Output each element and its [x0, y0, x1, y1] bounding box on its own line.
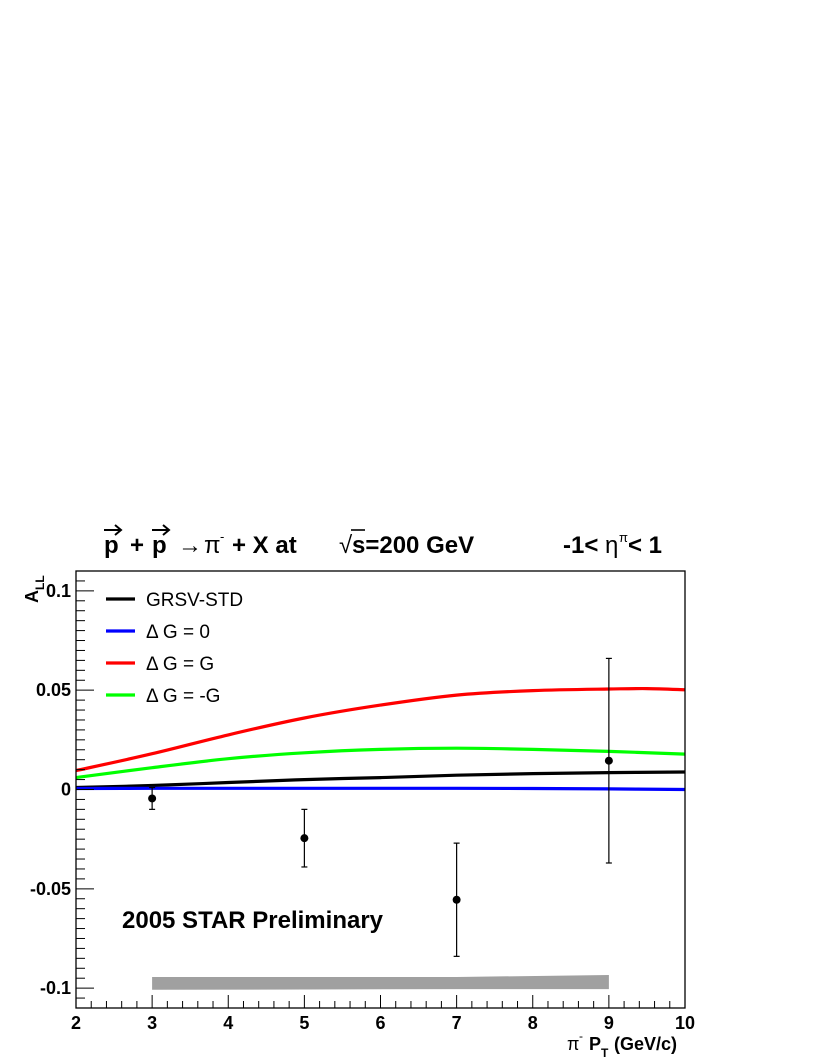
data-point-0: [148, 794, 157, 803]
data-points-layer: [148, 657, 613, 957]
x-tick-label: 9: [604, 1013, 614, 1033]
x-tick-label: 3: [147, 1013, 157, 1033]
data-point-1: [300, 834, 309, 843]
y-axis-label: A LL: [22, 575, 47, 603]
x-label-sup: -: [579, 1029, 583, 1043]
x-tick-label: 5: [299, 1013, 309, 1033]
title-minus: -: [220, 529, 224, 544]
series-line-0: [75, 770, 686, 790]
y-tick-label: 0.05: [36, 680, 71, 700]
y-label-main: A: [22, 590, 42, 603]
chart-title: p + p → π - + X at √ s=200 GeV: [104, 524, 474, 559]
x-tick-label: 6: [375, 1013, 385, 1033]
title-sqrt: √: [339, 532, 353, 559]
systematic-uncertainty-band: [152, 975, 609, 990]
x-tick-label: 2: [71, 1013, 81, 1033]
systematic-band-layer: [152, 975, 609, 990]
eta-prefix: -1<: [563, 532, 598, 559]
title-p2: p: [152, 532, 167, 559]
x-axis-label: π - P T (GeV/c): [567, 1029, 677, 1060]
series-layer: [75, 686, 686, 792]
x-tick-label: 4: [223, 1013, 233, 1033]
x-tick-label: 8: [528, 1013, 538, 1033]
data-point-3: [604, 756, 613, 765]
x-label-unit: (GeV/c): [614, 1034, 677, 1054]
eta-suffix: < 1: [628, 532, 662, 559]
preliminary-annotation: 2005 STAR Preliminary: [122, 907, 384, 934]
y-tick-label: -0.1: [40, 978, 71, 998]
series-line-1: [75, 786, 686, 792]
x-tick-label: 7: [452, 1013, 462, 1033]
axes-layer: 2 3 4 5 6 7 8 9 10 -0.1 -0.05 0 0.05 0.1: [30, 570, 695, 1033]
title-p1: p: [104, 532, 119, 559]
x-label-sub: T: [601, 1046, 609, 1060]
series-line-3: [75, 746, 686, 780]
legend-label: Δ G = G: [146, 654, 214, 675]
vector-arrow-icon: [104, 524, 123, 536]
data-point-2: [452, 895, 461, 904]
vector-arrow-icon: [152, 524, 171, 536]
legend: GRSV-STD Δ G = 0 Δ G = G Δ G = -G: [106, 590, 243, 707]
legend-label: GRSV-STD: [146, 590, 243, 611]
legend-label: Δ G = -G: [146, 686, 220, 707]
y-tick-label: 0: [61, 780, 71, 800]
eta-symbol: η: [605, 532, 618, 559]
title-rest: + X at: [232, 532, 297, 559]
x-tick-label: 10: [675, 1013, 695, 1033]
series-line-2: [75, 686, 686, 773]
y-label-sub: LL: [33, 575, 47, 590]
y-tick-label: 0.1: [46, 581, 71, 601]
title-s-expr: s=200 GeV: [352, 532, 474, 559]
y-tick-label: -0.05: [30, 879, 71, 899]
x-label-p: P: [589, 1034, 601, 1054]
title-pi: π: [204, 532, 221, 559]
eta-cut-label: -1< η π < 1: [563, 530, 662, 559]
title-arrow: →: [178, 532, 202, 559]
x-label-pi: π: [567, 1034, 579, 1054]
title-plus: +: [130, 532, 144, 559]
legend-label: Δ G = 0: [146, 622, 210, 643]
eta-sup: π: [619, 530, 628, 545]
